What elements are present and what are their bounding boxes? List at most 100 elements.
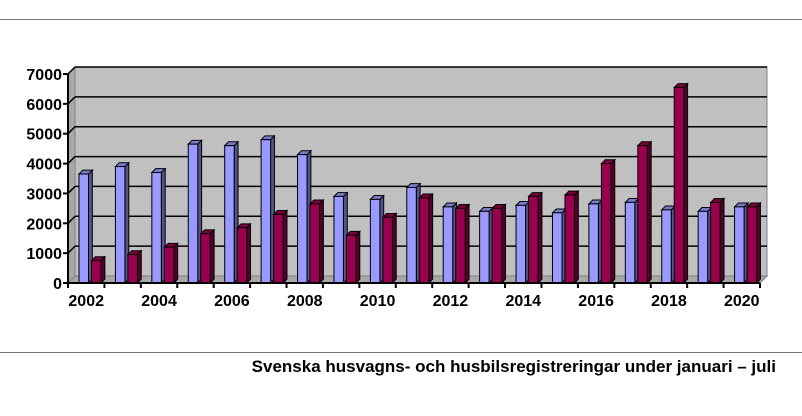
bar-chart: 0 1000 2000 3000 4000 5000 6000 7000 2002 2004 200…	[26, 65, 769, 310]
x-tick-label: 2002	[68, 293, 104, 310]
bar-2011-series-1	[405, 182, 422, 285]
bar-front	[151, 172, 162, 284]
bar-front	[297, 154, 308, 284]
bar-2018-series-2	[673, 82, 689, 285]
bar-2003-series-1	[114, 161, 130, 285]
bar-2013-series-1	[478, 206, 495, 285]
x-tick-label: 2004	[141, 293, 177, 310]
bar-front	[697, 210, 709, 284]
bar-2011-series-2	[418, 192, 434, 285]
bar-2015-series-1	[551, 207, 568, 285]
y-tick-label: 6000	[26, 97, 62, 114]
y-tick-label: 0	[53, 276, 62, 293]
x-tick-label: 2016	[578, 293, 614, 310]
bar-2005-series-2	[199, 228, 216, 285]
bar-front	[418, 197, 430, 284]
bar-side	[537, 191, 543, 285]
bar-side	[501, 203, 506, 285]
bar-front	[273, 213, 284, 284]
bar-2016-series-1	[587, 198, 604, 285]
bar-2004-series-2	[163, 242, 179, 285]
bar-2014-series-2	[527, 191, 544, 285]
y-tick-label: 1000	[26, 246, 62, 263]
bar-front	[528, 195, 539, 284]
bar-front	[588, 203, 599, 284]
bar-2002-series-1	[77, 168, 94, 285]
bar-front	[600, 163, 612, 284]
bar-2008-series-2	[308, 198, 325, 285]
bottom-rule	[0, 352, 802, 353]
bar-side	[282, 209, 288, 285]
bar-2004-series-1	[150, 167, 167, 285]
axes: 0 1000 2000 3000 4000 5000 6000 7000 2002 2004 200…	[26, 67, 761, 310]
bar-front	[163, 246, 175, 284]
bar-2016-series-2	[600, 158, 616, 285]
bar-side	[246, 222, 252, 285]
bar-2002-series-2	[90, 255, 107, 285]
bar-front	[224, 145, 235, 284]
top-rule	[0, 19, 802, 20]
bar-side	[173, 242, 179, 285]
bar-front	[515, 204, 527, 284]
gridline-diagonal	[67, 156, 76, 165]
bar-2006-series-2	[235, 222, 252, 285]
bar-side	[646, 140, 652, 285]
chart-caption: Svenska husvagns- och husbilsregistrerin…	[251, 357, 776, 376]
y-tick-label: 5000	[26, 127, 62, 144]
bar-front	[91, 260, 102, 284]
y-tick-label: 4000	[26, 157, 62, 174]
bar-2013-series-2	[490, 203, 507, 285]
bar-front	[345, 234, 357, 284]
bar-2017-series-1	[624, 197, 640, 285]
gridline-diagonal	[67, 245, 76, 254]
y-tick-label: 3000	[26, 186, 62, 203]
bar-2012-series-2	[454, 203, 471, 285]
bar-side	[319, 198, 324, 285]
bar-side	[464, 203, 470, 285]
y-tick-label: 7000	[26, 67, 62, 84]
bar-2006-series-1	[223, 140, 240, 285]
bar-front	[491, 207, 503, 284]
bar-2010-series-2	[381, 212, 398, 285]
x-tick-label: 2018	[651, 293, 687, 310]
bar-2020-series-2	[745, 201, 762, 285]
bar-front	[333, 195, 344, 284]
bar-2008-series-1	[296, 149, 313, 285]
bar-front	[127, 254, 138, 284]
bar-2015-series-2	[563, 189, 580, 285]
bar-front	[236, 227, 248, 284]
bar-front	[442, 206, 454, 284]
bar-2009-series-1	[332, 191, 349, 285]
bar-2005-series-1	[187, 139, 203, 285]
bar-front	[382, 216, 393, 284]
bar-side	[209, 228, 215, 285]
gridline-diagonal	[67, 96, 76, 105]
bar-front	[624, 201, 636, 284]
bar-front	[673, 86, 685, 284]
bar-front	[455, 207, 466, 284]
bar-2007-series-1	[259, 134, 276, 285]
y-tick-label: 2000	[26, 216, 62, 233]
bar-2003-series-2	[126, 249, 143, 285]
bar-side	[136, 249, 142, 285]
x-tick-label: 2010	[360, 293, 396, 310]
bar-front	[746, 206, 758, 284]
x-tick-label: 2012	[433, 293, 469, 310]
bar-front	[200, 233, 211, 284]
bar-side	[756, 201, 761, 285]
bar-front	[564, 194, 575, 284]
bar-side	[610, 158, 616, 285]
bar-side	[683, 82, 689, 285]
bar-side	[355, 230, 361, 285]
bar-2009-series-2	[345, 230, 362, 285]
x-tick-label: 2006	[214, 293, 250, 310]
bar-front	[406, 186, 417, 284]
bar-front	[260, 139, 272, 284]
bar-2010-series-1	[369, 194, 385, 285]
bar-side	[573, 189, 579, 285]
bar-front	[551, 212, 563, 284]
bar-front	[734, 206, 745, 284]
bar-side	[391, 212, 397, 285]
bar-front	[479, 210, 490, 284]
gridline-diagonal	[67, 215, 76, 224]
